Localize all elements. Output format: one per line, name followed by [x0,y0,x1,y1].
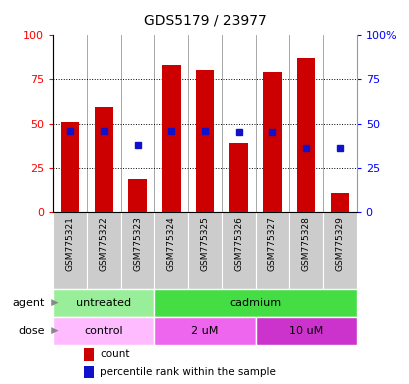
Bar [289,212,322,289]
Bar [322,212,356,289]
Bar [53,212,87,289]
Bar [330,193,348,212]
Text: agent: agent [13,298,45,308]
Bar [162,65,180,212]
Bar [263,72,281,212]
Bar [87,212,120,289]
Text: count: count [100,349,130,359]
Bar [229,143,247,212]
Text: GSM775329: GSM775329 [335,216,344,271]
Text: cadmium: cadmium [229,298,281,308]
Text: control: control [84,326,123,336]
Bar [94,108,113,212]
Text: 10 uM: 10 uM [288,326,322,336]
Text: GSM775324: GSM775324 [166,216,175,271]
Text: GSM775321: GSM775321 [65,216,74,271]
Bar [53,289,154,317]
Text: dose: dose [18,326,45,336]
Text: GSM775323: GSM775323 [133,216,142,271]
Text: GDS5179 / 23977: GDS5179 / 23977 [143,13,266,27]
Bar [195,70,214,212]
Text: GSM775327: GSM775327 [267,216,276,271]
Bar [83,366,94,378]
Bar [154,212,188,289]
Text: untreated: untreated [76,298,131,308]
Text: percentile rank within the sample: percentile rank within the sample [100,367,276,377]
Text: GSM775322: GSM775322 [99,216,108,271]
Bar [61,122,79,212]
Bar [120,212,154,289]
Bar [255,317,356,344]
Bar [83,348,94,361]
Bar [255,212,289,289]
Text: 2 uM: 2 uM [191,326,218,336]
Text: GSM775326: GSM775326 [234,216,243,271]
Text: GSM775328: GSM775328 [301,216,310,271]
Bar [128,179,146,212]
Bar [296,58,315,212]
Bar [221,212,255,289]
Text: GSM775325: GSM775325 [200,216,209,271]
Bar [154,317,255,344]
Bar [53,317,154,344]
Bar [188,212,221,289]
Bar [154,289,356,317]
